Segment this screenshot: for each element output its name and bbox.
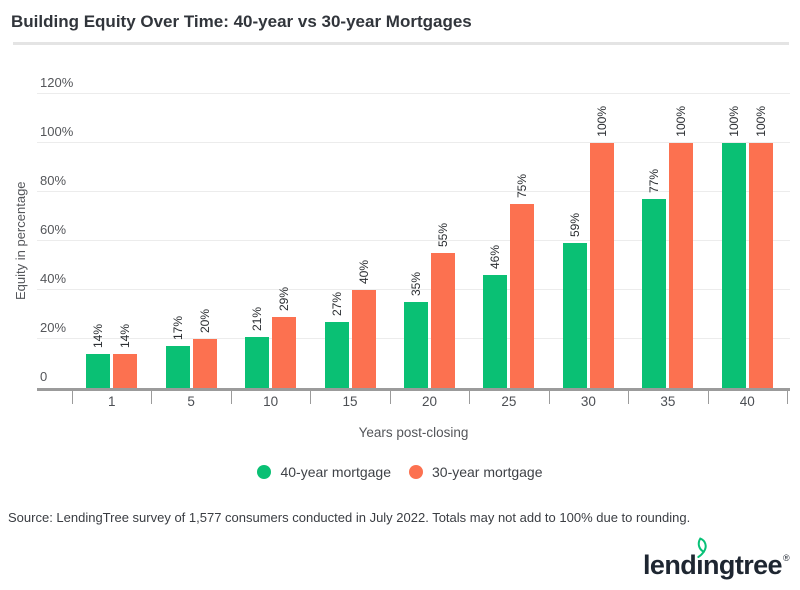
registered-mark: ®	[782, 553, 790, 563]
gridline	[37, 142, 790, 143]
bar-value-label: 100%	[674, 106, 689, 137]
y-axis-title: Equity in percentage	[13, 181, 28, 301]
x-tick	[151, 389, 153, 404]
bar-30-year-mortgage-year35	[669, 143, 694, 388]
x-axis-line	[37, 388, 790, 391]
x-category-label: 10	[263, 394, 279, 409]
gridline	[37, 191, 790, 192]
x-category-label: 35	[660, 394, 676, 409]
x-category-label: 20	[421, 394, 437, 409]
bar-30-year-mortgage-year10	[272, 316, 297, 388]
bar-40-year-mortgage-year30	[562, 243, 587, 388]
x-category-label: 30	[580, 394, 596, 409]
bar-40-year-mortgage-year15	[324, 321, 349, 388]
lendingtree-logo: lend ıngtree®	[643, 537, 790, 586]
bar-30-year-mortgage-year40	[748, 143, 773, 388]
x-axis-band: 1 5 10 15 20 25 30 35 40	[72, 389, 788, 417]
bar-value-label: 20%	[197, 308, 212, 333]
x-tick	[72, 389, 73, 404]
y-tick-label: 40%	[40, 271, 67, 286]
bar-40-year-mortgage-year10	[245, 336, 270, 388]
logo-text-before: lend	[643, 550, 697, 580]
y-tick-label: 80%	[40, 173, 67, 188]
bar-value-label: 40%	[356, 259, 371, 284]
x-tick	[548, 389, 550, 404]
bar-value-label: 21%	[250, 306, 265, 331]
bar-40-year-mortgage-year25	[483, 275, 508, 388]
legend-item-40-year-mortgage: 40-year mortgage	[257, 464, 391, 480]
bar-value-label: 46%	[488, 245, 503, 270]
bar-30-year-mortgage-year1	[113, 353, 138, 388]
y-tick-label: 100%	[40, 124, 74, 139]
bar-40-year-mortgage-year20	[404, 302, 428, 388]
bar-30-year-mortgage-year15	[351, 290, 376, 388]
bar-40-year-mortgage-year1	[86, 353, 111, 388]
bar-30-year-mortgage-year30	[589, 143, 614, 388]
gridline	[37, 240, 790, 241]
bar-30-year-mortgage-year25	[510, 204, 535, 388]
y-tick-label: 0	[40, 369, 48, 384]
bar-value-label: 14%	[118, 323, 133, 348]
title-divider	[13, 42, 789, 45]
legend-dot-40-year-icon	[257, 465, 272, 479]
legend-dot-30-year-icon	[409, 465, 423, 479]
bar-40-year-mortgage-year5	[165, 346, 190, 388]
x-tick	[310, 389, 312, 404]
bar-value-label: 27%	[329, 291, 344, 316]
bar-value-label: 29%	[277, 286, 292, 311]
bar-40-year-mortgage-year40	[721, 143, 746, 388]
bar-value-label: 100%	[726, 106, 741, 137]
x-tick	[787, 389, 788, 404]
bar-40-year-mortgage-year35	[642, 199, 667, 388]
x-tick	[707, 389, 709, 404]
bar-value-label: 17%	[170, 316, 185, 341]
x-tick	[389, 389, 391, 404]
x-category-label: 1	[107, 394, 116, 409]
bar-value-label: 75%	[515, 174, 530, 199]
x-category-label: 25	[501, 394, 517, 409]
gridline	[37, 93, 790, 94]
source-note: Source: LendingTree survey of 1,577 cons…	[8, 510, 691, 525]
x-category-label: 15	[342, 394, 358, 409]
bar-value-label: 59%	[567, 213, 582, 238]
x-tick	[628, 389, 630, 404]
x-category-label: 5	[187, 394, 195, 409]
bar-value-label: 77%	[647, 169, 662, 194]
bar-30-year-mortgage-year5	[192, 339, 217, 388]
bar-value-label: 100%	[594, 106, 609, 137]
legend-label: 30-year mortgage	[432, 464, 543, 480]
gridline	[37, 289, 790, 290]
logo-letter-i: ı	[696, 537, 707, 580]
bar-30-year-mortgage-year20	[431, 253, 455, 388]
bar-value-label: 55%	[436, 223, 450, 248]
legend: 40-year mortgage 30-year mortgage	[0, 461, 800, 483]
legend-item-30-year-mortgage: 30-year mortgage	[409, 464, 543, 480]
y-tick-label: 60%	[40, 222, 67, 237]
y-tick-label: 20%	[40, 320, 67, 335]
x-axis-title: Years post-closing	[358, 425, 469, 440]
bar-value-label: 35%	[409, 272, 423, 297]
legend-label: 40-year mortgage	[280, 464, 391, 480]
x-tick	[469, 389, 471, 404]
bar-value-label: 100%	[753, 106, 768, 137]
x-tick	[230, 389, 232, 404]
logo-text-after: ngtree	[703, 550, 783, 580]
bar-value-label: 14%	[91, 323, 106, 348]
x-category-label: 40	[739, 394, 755, 409]
chart-title: Building Equity Over Time: 40-year vs 30…	[11, 12, 472, 31]
y-tick-label: 120%	[40, 75, 74, 90]
leaf-icon	[691, 534, 708, 564]
plot-area: 0 20% 40% 60% 80% 100% 120% 14% 14% 17% 20% 21% 29% 2…	[37, 75, 790, 388]
